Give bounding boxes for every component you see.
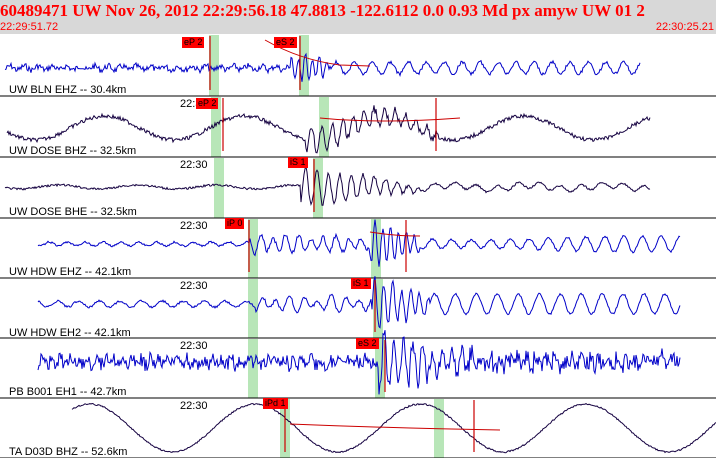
pick-flag-p[interactable]: eP 2 — [196, 98, 219, 109]
seismogram-trace — [37, 276, 681, 329]
event-title: 60489471 UW Nov 26, 2012 22:29:56.18 47.… — [0, 1, 645, 20]
station-label-b001-eh1: PB B001 EH1 -- 42.7km — [9, 386, 127, 398]
header-bar: 60489471 UW Nov 26, 2012 22:29:56.18 47.… — [0, 0, 716, 34]
time-tick-label: 22:30 — [180, 159, 208, 171]
pick-flag-s[interactable]: iS 1 — [288, 157, 308, 168]
phase-window-band — [375, 339, 385, 398]
phase-window-band — [313, 158, 323, 218]
phase-window-band — [209, 35, 219, 96]
station-label-hdw-eh2: UW HDW EH2 -- 42.1km — [9, 327, 131, 339]
travel-time-curve — [369, 231, 421, 237]
station-label-bln-ehz: UW BLN EHZ -- 30.4km — [9, 84, 127, 96]
pick-flag-p[interactable]: iPd 1 — [263, 398, 288, 409]
seismogram-trace — [71, 402, 716, 454]
window-end-time: 22:30:25.21 — [655, 21, 714, 33]
phase-window-band — [319, 97, 329, 157]
phase-window-band — [248, 219, 258, 278]
pick-flag-s[interactable]: eS 2 — [274, 37, 297, 48]
window-start-time: 22:29:51.72 — [0, 21, 59, 33]
time-tick-label: 22:30 — [180, 400, 208, 412]
time-tick-label: 22:30 — [180, 340, 208, 352]
seismogram-trace — [37, 330, 681, 395]
travel-time-curve — [319, 117, 461, 122]
seismogram-trace — [6, 105, 651, 154]
time-tick-label: 22:30 — [180, 220, 208, 232]
seismogram-trace — [4, 52, 641, 82]
seismogram-trace — [37, 219, 681, 267]
station-label-hdw-ehz: UW HDW EHZ -- 42.1km — [9, 266, 132, 278]
pick-flag-s[interactable]: eS 2 — [356, 338, 379, 349]
phase-window-band — [214, 158, 224, 218]
station-label-d03d-bhz: TA D03D BHZ -- 52.6km — [9, 446, 128, 458]
travel-time-curve — [264, 39, 371, 67]
phase-window-band — [248, 279, 258, 338]
time-tick-label: 22:30 — [180, 280, 208, 292]
phase-window-band — [373, 279, 383, 338]
travel-time-curve — [289, 423, 501, 431]
phase-window-band — [248, 339, 258, 398]
station-label-dose-bhe: UW DOSE BHE -- 32.5km — [9, 206, 137, 218]
seismogram-trace — [4, 165, 651, 206]
station-label-dose-bhz: UW DOSE BHZ -- 32.5km — [9, 145, 137, 157]
pick-flag-s[interactable]: iS 1 — [351, 278, 371, 289]
phase-window-band — [371, 219, 381, 278]
pick-flag-p[interactable]: iP 0 — [225, 218, 245, 229]
pick-flag-p[interactable]: eP 2 — [182, 37, 205, 48]
